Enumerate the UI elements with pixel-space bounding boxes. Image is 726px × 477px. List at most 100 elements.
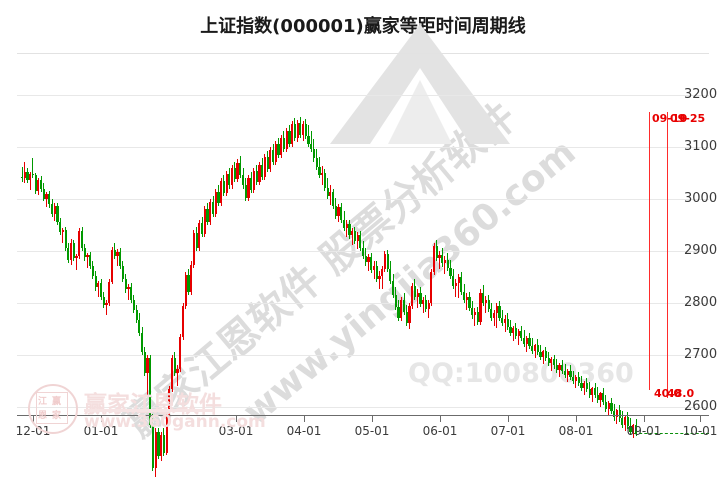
candle-body-up [53,206,56,214]
candle-body-up [160,435,163,456]
x-axis-tick [304,415,305,422]
candle-body-down [151,424,155,469]
gridline [17,355,709,356]
candle-body-up [192,233,195,265]
candle-body-down [580,383,583,389]
candle-wick [518,329,520,345]
candle-body-down [544,350,548,359]
candle-body-up [525,338,528,344]
candle-body-down [487,299,490,310]
candle-body-up [356,235,359,241]
candle-body-down [419,292,422,305]
brand-seal-char: 家 [52,411,62,421]
candle-body-up [23,171,26,179]
candle-body-up [263,157,266,178]
y-axis-tick-label: 3200 [684,87,718,102]
candle-wick [62,228,64,243]
candle-body-down [394,294,397,308]
plot-top-border [17,53,709,54]
candle-body-up [127,287,130,290]
candle-body-up [75,256,78,259]
candle-wick [567,368,569,383]
candle-body-down [195,233,198,248]
x-axis-tick [372,415,373,422]
candle-body-down [331,191,335,207]
candle-wick [485,295,487,314]
gridline [17,199,709,200]
cycle-vertical-line[interactable] [649,112,651,390]
candle-wick [86,253,88,268]
cycle-vertical-line[interactable] [667,112,669,398]
candle-body-down [370,257,373,270]
candle-wick [493,310,495,326]
candle-body-up [274,143,277,162]
candle-body-down [315,158,318,167]
candle-body-down [102,296,105,306]
candle-body-down [539,351,542,358]
candle-body-down [563,370,567,375]
candle-body-down [42,188,45,199]
candle-wick [512,325,514,342]
candle-body-up [45,193,48,199]
y-axis-tick-label: 2800 [684,295,718,310]
candle-body-down [588,389,591,395]
gridline [17,407,709,408]
candle-wick [21,166,23,183]
candle-body-down [547,358,550,364]
candle-body-down [446,260,449,268]
candle-wick [76,254,78,270]
candle-body-down [577,376,580,384]
candle-body-down [536,344,539,352]
brand-seal-char: 江 [38,397,48,407]
candle-body-up [591,388,594,395]
candle-body-up [599,393,602,400]
candle-body-down [34,175,37,191]
candle-body-up [558,365,561,370]
candle-body-up [203,209,206,235]
candle-body-down [206,209,209,222]
candle-body-down [326,187,329,196]
candle-body-down [353,231,356,241]
candle-body-up [86,255,89,258]
candle-body-up [430,271,433,303]
candle-body-down [201,222,204,235]
candle-body-down [405,312,408,323]
candle-body-up [329,191,332,196]
candle-wick [351,228,353,245]
candle-wick [600,392,602,407]
candle-wick [46,191,48,208]
candle-body-down [471,308,474,316]
candle-body-up [457,277,460,284]
candle-body-up [566,370,569,375]
candle-wick [526,336,528,352]
candle-wick [496,303,498,328]
candle-body-up [78,231,81,257]
x-axis-line [17,415,709,416]
candle-body-up [108,282,111,303]
candle-body-up [383,254,387,269]
candle-body-up [301,124,305,135]
x-axis-tick-label: 09-01 [626,424,662,438]
candle-body-up [533,344,537,351]
candle-body-up [372,265,376,270]
candle-body-down [602,393,605,402]
candle-body-up [116,252,119,257]
candle-body-down [135,310,138,320]
candle-body-down [596,394,599,400]
candle-body-down [228,174,231,186]
candle-body-up [495,306,498,314]
candle-body-down [593,388,597,395]
x-axis-tick [101,415,102,422]
candle-body-down [140,333,144,352]
candle-body-down [239,162,242,176]
candle-body-down [342,219,346,229]
candle-body-down [569,370,572,377]
candle-body-up [220,181,223,204]
candle-body-up [378,275,381,280]
candle-body-up [321,173,324,176]
candle-body-up [408,306,411,323]
candle-body-up [29,174,32,181]
candle-body-down [501,317,504,323]
candle-wick [346,219,348,238]
cycle-date-label: 09-10 [652,112,688,125]
